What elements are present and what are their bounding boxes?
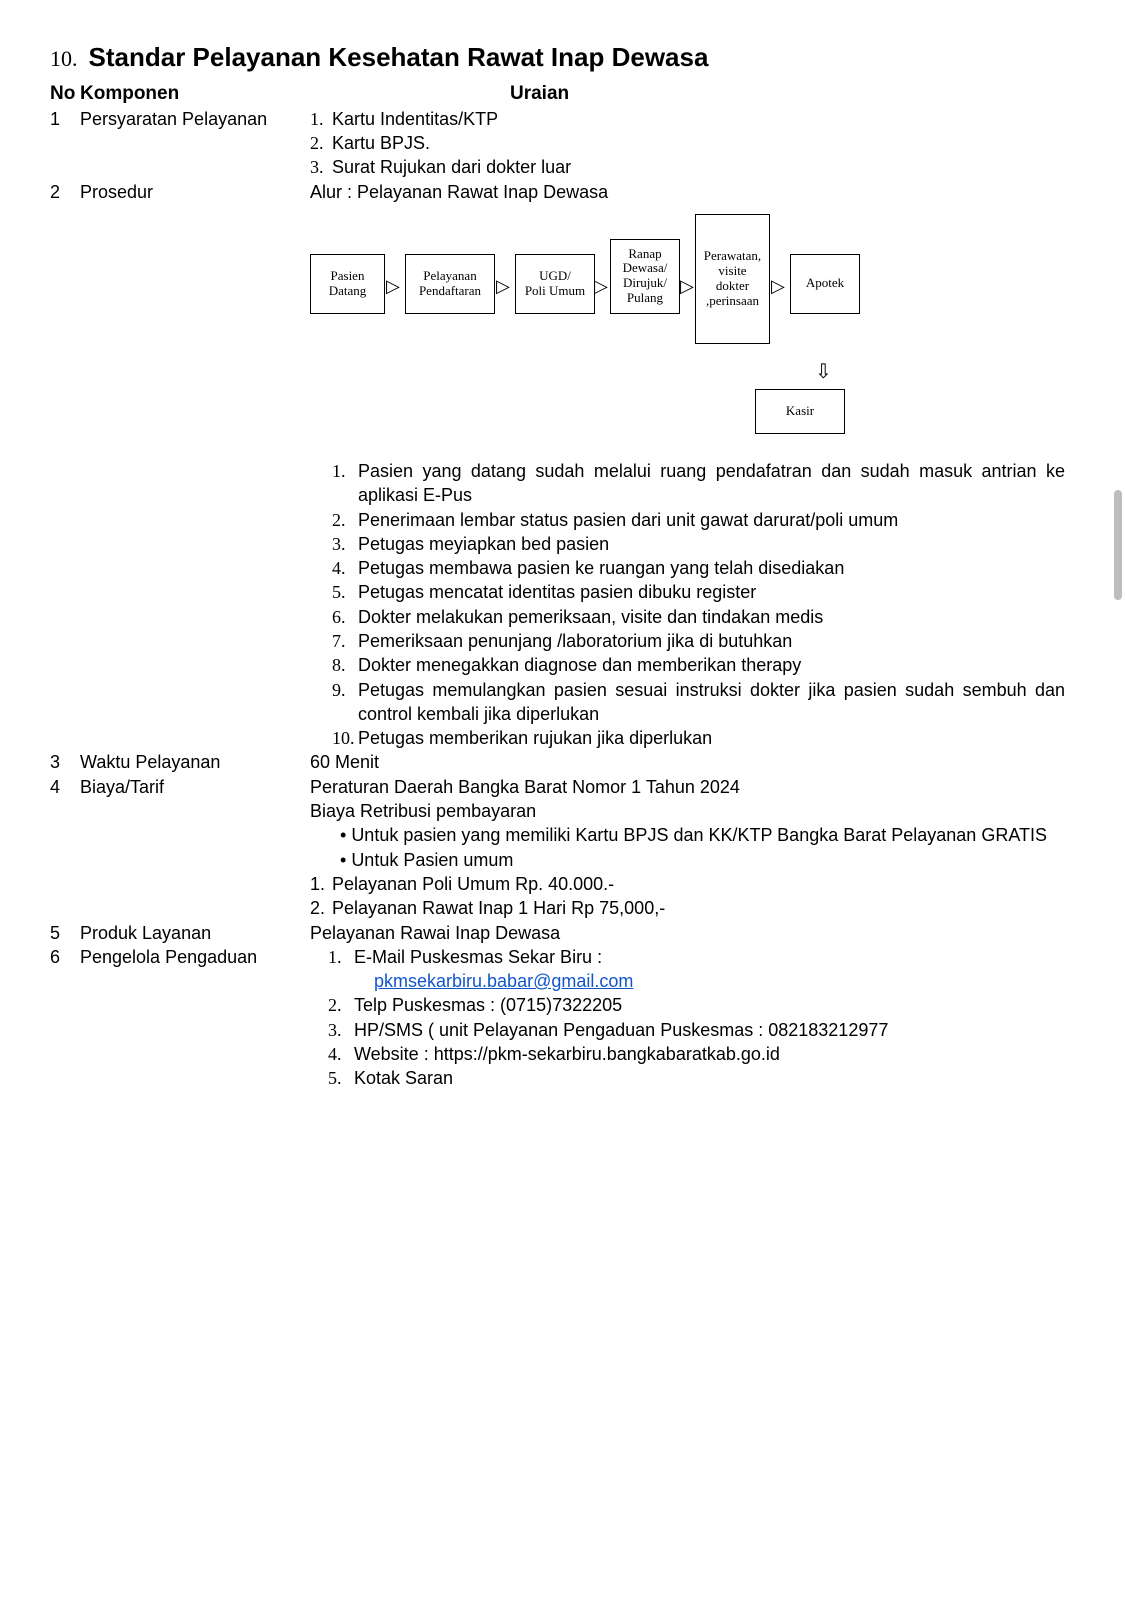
row-komponen: Waktu Pelayanan (80, 750, 310, 774)
tarif-line: Peraturan Daerah Bangka Barat Nomor 1 Ta… (310, 775, 1065, 799)
flow-node: RanapDewasa/Dirujuk/Pulang (610, 239, 680, 314)
table-row: 6 Pengelola Pengaduan 1.E-Mail Puskesmas… (50, 945, 1065, 1091)
tarif-bullet: Untuk pasien yang memiliki Kartu BPJS da… (351, 825, 1047, 845)
arrow-right-icon: ▷ (594, 274, 608, 298)
step-item: 6.Dokter melakukan pemeriksaan, visite d… (332, 605, 1065, 629)
tarif-num: Pelayanan Poli Umum Rp. 40.000.- (332, 874, 614, 894)
table-row: 2 Prosedur Alur : Pelayanan Rawat Inap D… (50, 180, 1065, 751)
row-no: 2 (50, 180, 80, 204)
step-item: 5.Petugas mencatat identitas pasien dibu… (332, 580, 1065, 604)
step-item: 9.Petugas memulangkan pasien sesuai inst… (332, 678, 1065, 727)
alur-label: Alur : Pelayanan Rawat Inap Dewasa (310, 180, 1065, 204)
row-komponen: Prosedur (80, 180, 310, 204)
row-komponen: Persyaratan Pelayanan (80, 107, 310, 131)
table-row: 4 Biaya/Tarif Peraturan Daerah Bangka Ba… (50, 775, 1065, 921)
row-uraian: Alur : Pelayanan Rawat Inap Dewasa Pasie… (310, 180, 1065, 751)
contact-item: 5.Kotak Saran (310, 1066, 1065, 1090)
row-no: 5 (50, 921, 80, 945)
flow-node: Kasir (755, 389, 845, 434)
arrow-right-icon: ▷ (680, 274, 694, 298)
row-uraian: Peraturan Daerah Bangka Barat Nomor 1 Ta… (310, 775, 1065, 921)
table-row: 5 Produk Layanan Pelayanan Rawai Inap De… (50, 921, 1065, 945)
procedure-steps: 1.Pasien yang datang sudah melalui ruang… (310, 459, 1065, 751)
header-komponen: Komponen (80, 81, 310, 107)
flow-node: Perawatan,visitedokter,perinsaan (695, 214, 770, 344)
req-item: Kartu Indentitas/KTP (332, 109, 498, 129)
row-no: 6 (50, 945, 80, 969)
header-no: No (50, 81, 80, 107)
title-text: Standar Pelayanan Kesehatan Rawat Inap D… (89, 42, 709, 72)
arrow-down-icon: ⇩ (815, 359, 832, 386)
email-link[interactable]: pkmsekarbiru.babar@gmail.com (374, 971, 633, 991)
header-uraian: Uraian (310, 81, 1065, 107)
tarif-bullet: Untuk Pasien umum (351, 850, 513, 870)
row-uraian: 60 Menit (310, 750, 1065, 774)
step-item: 8.Dokter menegakkan diagnose dan memberi… (332, 653, 1065, 677)
page-title: 10. Standar Pelayanan Kesehatan Rawat In… (50, 40, 1065, 75)
row-uraian: Pelayanan Rawai Inap Dewasa (310, 921, 1065, 945)
arrow-right-icon: ▷ (771, 274, 785, 298)
tarif-num: Pelayanan Rawat Inap 1 Hari Rp 75,000,- (332, 898, 665, 918)
table-header: No Komponen Uraian (50, 81, 1065, 107)
step-item: 2.Penerimaan lembar status pasien dari u… (332, 508, 1065, 532)
flow-node: PelayananPendaftaran (405, 254, 495, 314)
arrow-right-icon: ▷ (496, 274, 510, 298)
row-uraian: 1.Kartu Indentitas/KTP 2.Kartu BPJS. 3.S… (310, 107, 1065, 180)
title-number: 10. (50, 46, 78, 71)
row-no: 3 (50, 750, 80, 774)
table-row: 1 Persyaratan Pelayanan 1.Kartu Indentit… (50, 107, 1065, 180)
row-komponen: Produk Layanan (80, 921, 310, 945)
req-item: Surat Rujukan dari dokter luar (332, 157, 571, 177)
row-no: 4 (50, 775, 80, 799)
step-item: 10.Petugas memberikan rujukan jika diper… (332, 726, 1065, 750)
contact-item: 3.HP/SMS ( unit Pelayanan Pengaduan Pusk… (310, 1018, 1065, 1042)
tarif-line: Biaya Retribusi pembayaran (310, 799, 1065, 823)
row-komponen: Biaya/Tarif (80, 775, 310, 799)
scrollbar-thumb[interactable] (1114, 490, 1122, 600)
contact-item: 2.Telp Puskesmas : (0715)7322205 (310, 993, 1065, 1017)
step-item: 3.Petugas meyiapkan bed pasien (332, 532, 1065, 556)
arrow-right-icon: ▷ (386, 274, 400, 298)
contact-item: 1.E-Mail Puskesmas Sekar Biru : (310, 945, 1065, 969)
row-komponen: Pengelola Pengaduan (80, 945, 310, 969)
step-item: 4.Petugas membawa pasien ke ruangan yang… (332, 556, 1065, 580)
flow-node: PasienDatang (310, 254, 385, 314)
step-item: 1.Pasien yang datang sudah melalui ruang… (332, 459, 1065, 508)
row-no: 1 (50, 107, 80, 131)
flowchart: PasienDatang PelayananPendaftaran UGD/Poli… (310, 214, 870, 444)
req-item: Kartu BPJS. (332, 133, 430, 153)
flow-node: Apotek (790, 254, 860, 314)
row-uraian: 1.E-Mail Puskesmas Sekar Biru :pkmsekarb… (310, 945, 1065, 1091)
table-row: 3 Waktu Pelayanan 60 Menit (50, 750, 1065, 774)
contact-item: 4.Website : https://pkm-sekarbiru.bangka… (310, 1042, 1065, 1066)
step-item: 7.Pemeriksaan penunjang /laboratorium ji… (332, 629, 1065, 653)
flow-node: UGD/Poli Umum (515, 254, 595, 314)
